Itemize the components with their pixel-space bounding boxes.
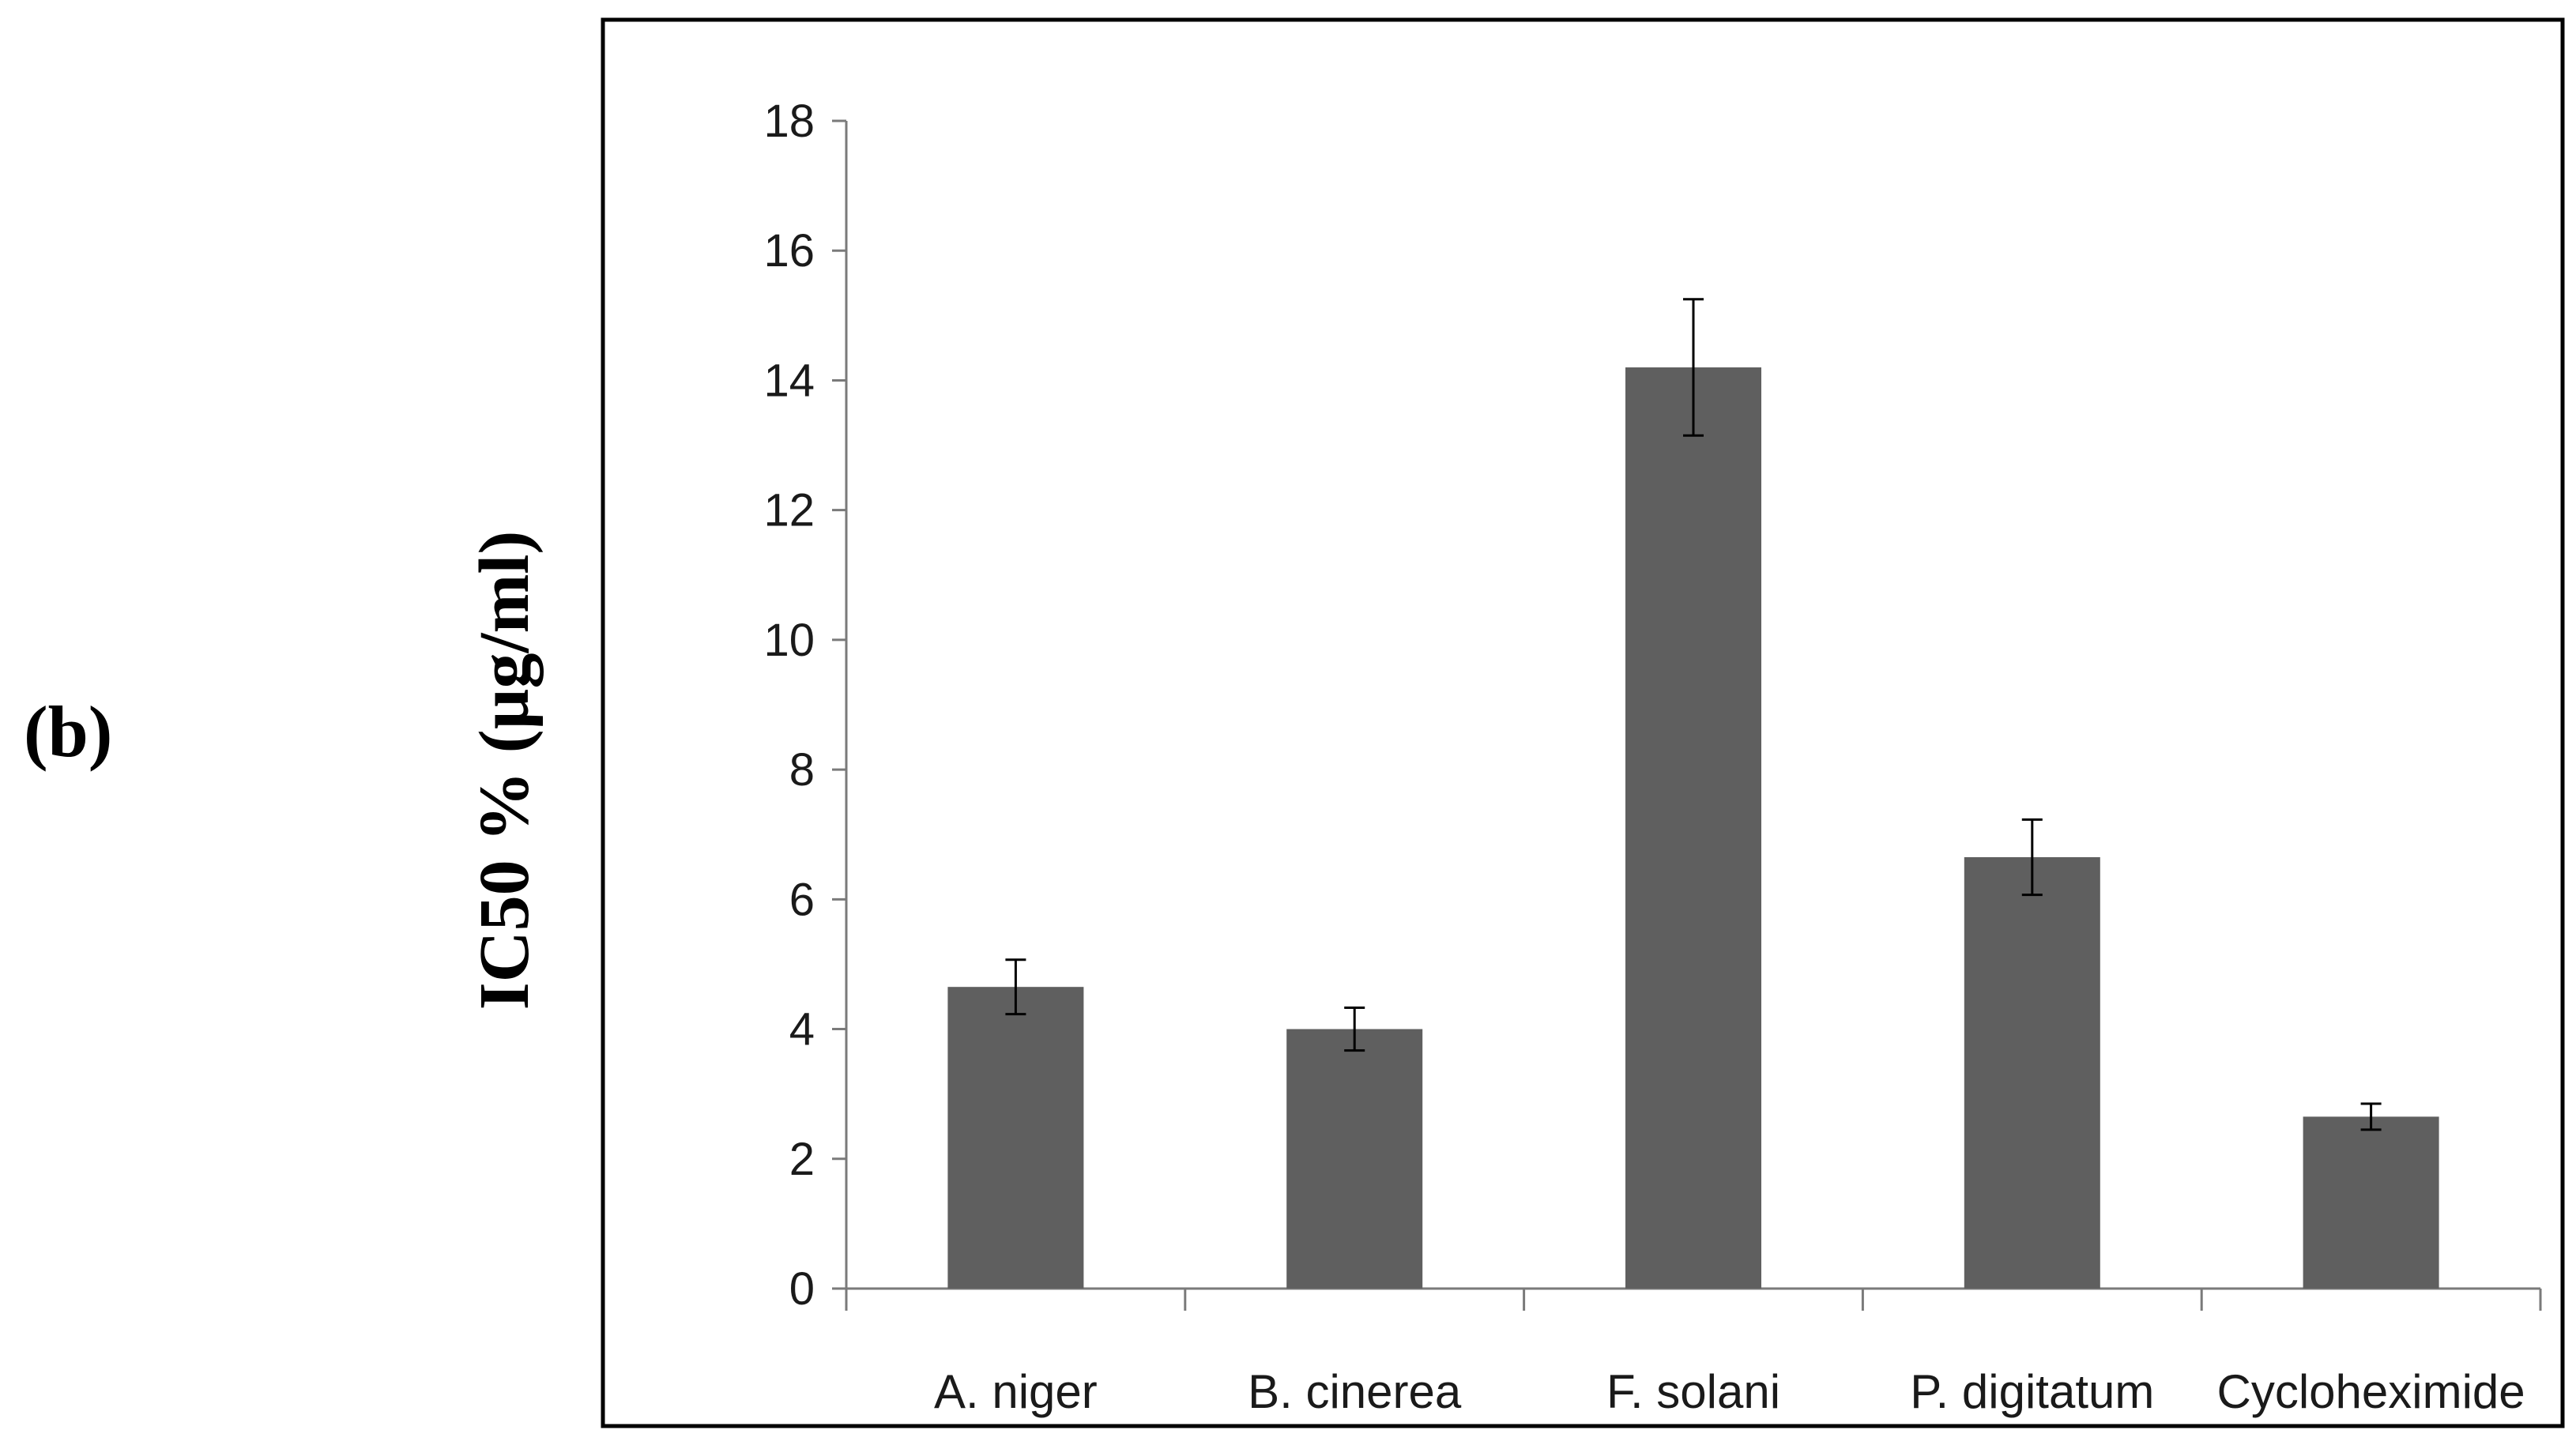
y-tick-label: 2 [789, 1134, 815, 1185]
x-tick-label: P. digitatum [1910, 1365, 2154, 1418]
bar [947, 987, 1084, 1289]
y-tick-label: 0 [789, 1263, 815, 1315]
y-axis-title: IC50 % (µg/ml) [465, 531, 544, 1010]
bar [1625, 367, 1761, 1289]
panel-label: (b) [24, 691, 113, 772]
x-tick-label: A. niger [934, 1365, 1098, 1418]
bar [1286, 1029, 1423, 1289]
bar [2303, 1116, 2439, 1289]
y-tick-label: 10 [763, 615, 815, 666]
x-tick-label: Cycloheximide [2217, 1365, 2525, 1418]
x-tick-label: B. cinerea [1248, 1365, 1462, 1418]
y-tick-label: 8 [789, 744, 815, 796]
y-tick-label: 16 [763, 225, 815, 277]
y-tick-label: 18 [763, 96, 815, 147]
y-tick-label: 6 [789, 874, 815, 925]
plot-area: 0 2 4 6 8 10 12 14 16 18 A. niger B. cinerea F. sola… [465, 96, 2542, 1418]
bar [1964, 856, 2100, 1289]
x-tick-label: F. solani [1606, 1365, 1780, 1418]
y-tick-label: 14 [763, 355, 815, 406]
y-tick-label: 4 [789, 1004, 815, 1056]
y-tick-label: 12 [763, 485, 815, 536]
chart-frame [601, 17, 2565, 1428]
